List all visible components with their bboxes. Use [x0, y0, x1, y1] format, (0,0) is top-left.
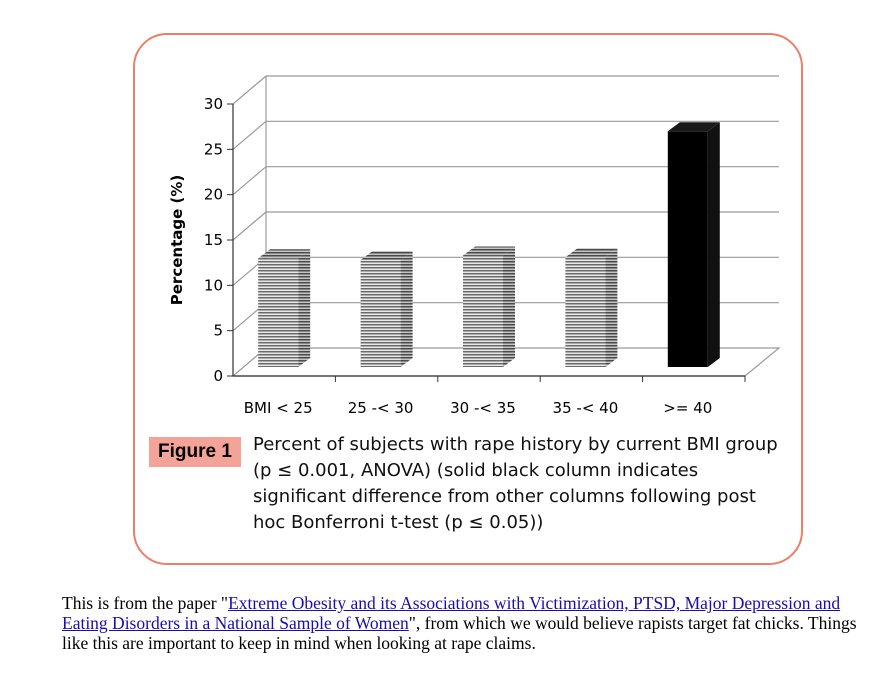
footer-prefix: This is from the paper ": [62, 593, 229, 613]
bar-front: [360, 260, 401, 367]
bar-side: [707, 122, 720, 368]
gridline-side: [232, 211, 267, 241]
bar-front: [667, 131, 708, 367]
bar: [463, 246, 515, 367]
y-tick-label: 20: [204, 186, 223, 204]
bar-top: [258, 249, 311, 259]
bar-top: [565, 248, 618, 258]
bar: [258, 249, 311, 367]
bar: [360, 251, 413, 367]
x-tick-label: 35 -< 40: [553, 399, 619, 417]
y-tick-label: 30: [204, 95, 223, 113]
gridline-side: [232, 75, 267, 105]
axes: [227, 103, 746, 382]
y-tick-label: 0: [213, 367, 223, 385]
tick-labels: 0 5 10 15 20 25 30 BMI < 25 25 -< 30 30 -< 35 35 -…: [204, 95, 712, 417]
bar-front: [565, 257, 606, 367]
bar-side: [605, 248, 618, 367]
y-axis-label: Percentage (%): [168, 175, 186, 305]
gridline-side: [232, 166, 267, 196]
bar-side: [503, 246, 515, 367]
bar-side: [400, 251, 413, 367]
bar-side: [298, 249, 311, 367]
paper-link[interactable]: Extreme Obesity and its Associations wit…: [62, 593, 841, 633]
bar: [565, 248, 618, 367]
bar-top: [360, 251, 413, 261]
bar-front: [463, 255, 503, 367]
bar-top: [667, 122, 720, 132]
bar-top: [463, 246, 515, 256]
x-tick-label: BMI < 25: [244, 399, 313, 417]
y-tick-label: 25: [204, 140, 223, 158]
figure-label: Figure 1: [149, 437, 241, 467]
gridline-side: [232, 120, 267, 150]
footer-text: This is from the paper "Extreme Obesity …: [62, 593, 862, 653]
x-tick-label: 30 -< 35: [450, 399, 516, 417]
x-tick-label: 25 -< 30: [348, 399, 414, 417]
y-tick-label: 15: [204, 231, 223, 249]
y-tick-label: 10: [204, 276, 223, 294]
figure-caption: Percent of subjects with rape history by…: [253, 434, 778, 533]
footer-suffix: ", from which we would believe rapists t…: [62, 613, 857, 653]
bars: [258, 122, 720, 368]
y-tick-label: 5: [213, 322, 223, 340]
x-tick-label: >= 40: [663, 399, 712, 417]
bar: [667, 122, 720, 368]
bar-front: [258, 258, 299, 367]
